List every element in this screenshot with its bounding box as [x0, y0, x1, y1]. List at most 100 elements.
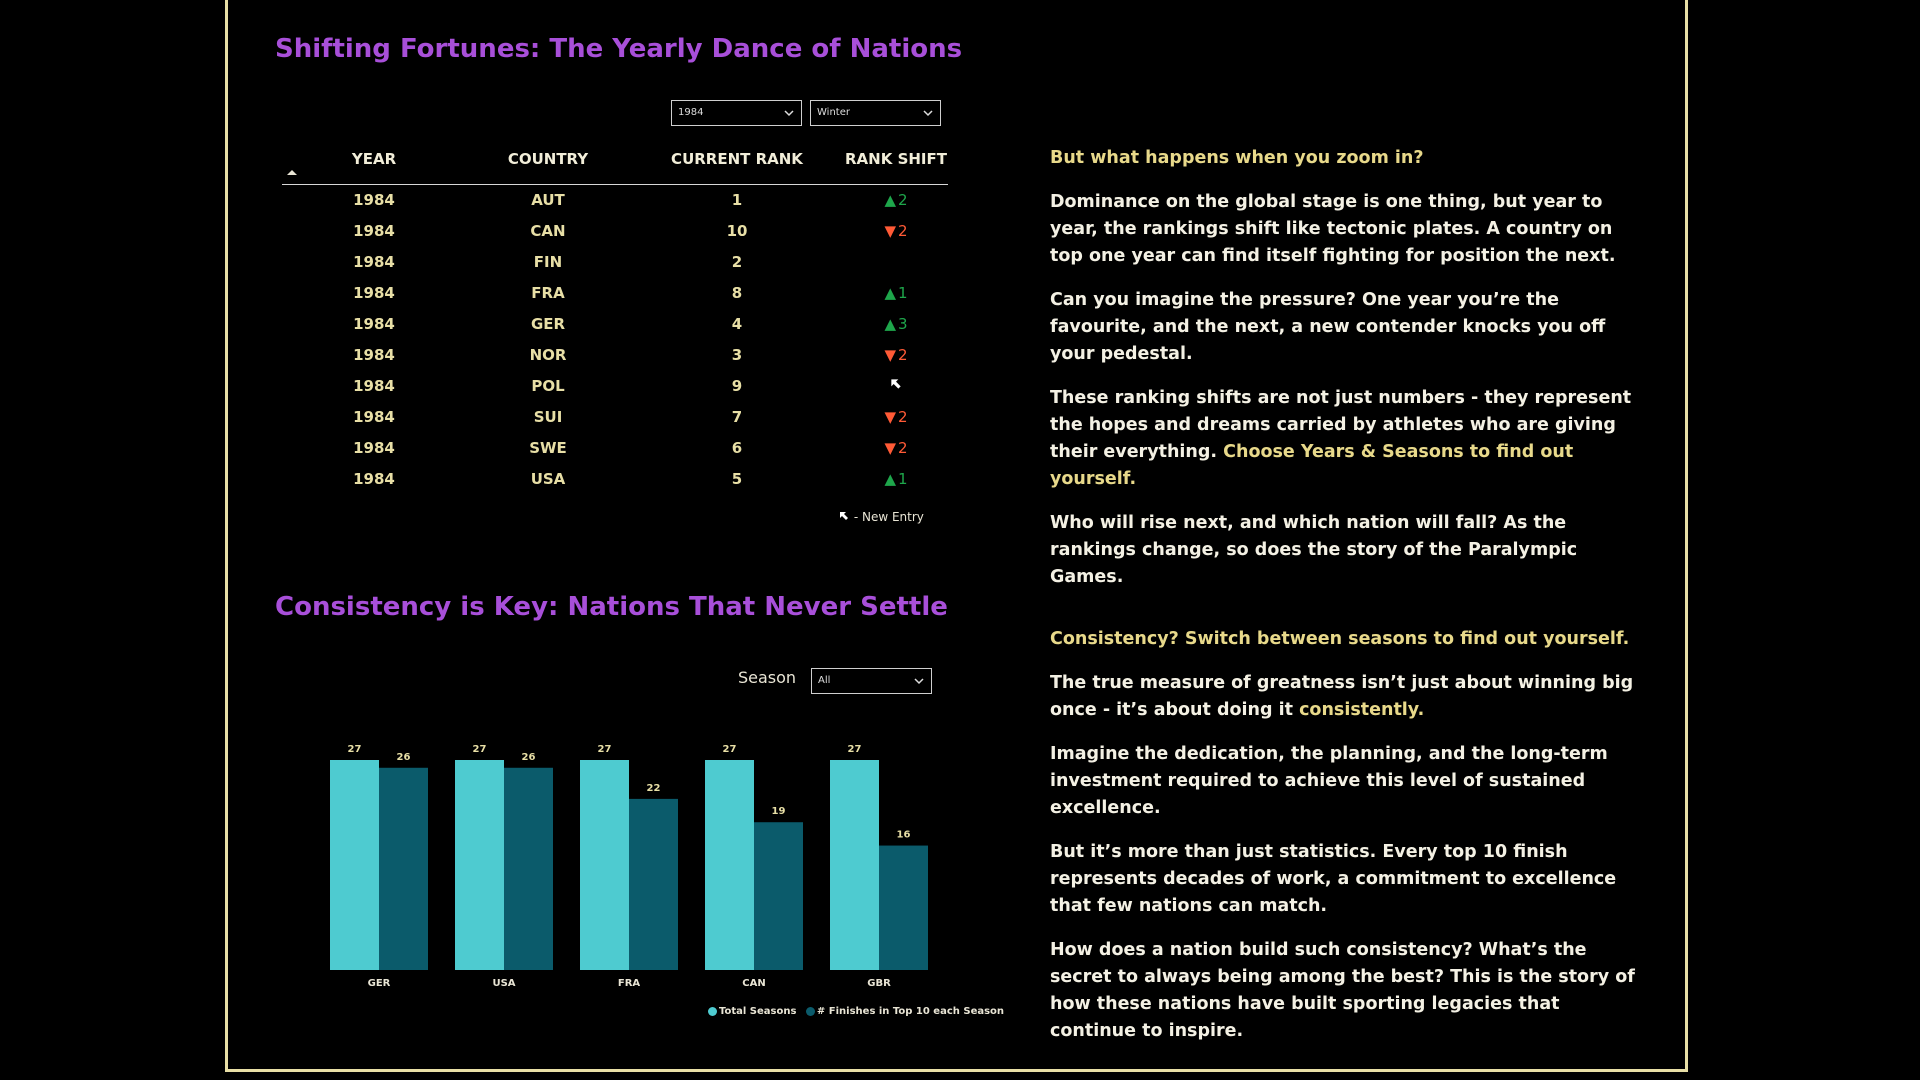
new-entry-legend: - New Entry	[838, 510, 924, 524]
column-header-rank-shift[interactable]: RANK SHIFT	[845, 150, 947, 168]
bar-value-label: 27	[723, 744, 737, 755]
sort-ascending-icon[interactable]	[286, 168, 298, 176]
season-dropdown[interactable]: Winter	[810, 100, 941, 126]
cell-country: FIN	[533, 253, 563, 271]
table-row[interactable]: 1984 NOR 3 ▼ 2	[282, 340, 948, 371]
new-entry-icon	[840, 512, 848, 520]
legend-label-total-seasons: Total Seasons	[719, 1006, 797, 1017]
cell-year: 1984	[353, 346, 395, 364]
cell-year: 1984	[353, 253, 395, 271]
section1-narrative-p1: Dominance on the global stage is one thi…	[1050, 192, 1616, 266]
cell-rank-shift: ▲ 1	[884, 284, 907, 302]
section2-narrative: Consistency? Switch between seasons to f…	[1050, 626, 1650, 1062]
table-row[interactable]: 1984 FRA 8 ▲ 1	[282, 278, 948, 309]
cell-year: 1984	[353, 408, 395, 426]
bar-value-label: 26	[397, 752, 411, 763]
table-row[interactable]: 1984 AUT 1 ▲ 2	[282, 185, 948, 216]
column-header-current-rank[interactable]: CURRENT RANK	[671, 150, 803, 168]
cell-year: 1984	[353, 377, 395, 395]
cell-year: 1984	[353, 470, 395, 488]
section2-narrative-p2: Imagine the dedication, the planning, an…	[1050, 744, 1608, 818]
section2-title: Consistency is Key: Nations That Never S…	[275, 592, 948, 622]
rank-shift-value: 2	[898, 191, 908, 209]
bar-fra-top10-finishes[interactable]	[629, 798, 678, 970]
cell-country: POL	[531, 377, 565, 395]
legend-swatch-top10-finishes	[805, 1006, 815, 1016]
section1-narrative-p4: Who will rise next, and which nation wil…	[1050, 513, 1578, 587]
rank-shift-value: 2	[898, 222, 908, 240]
section1-narrative-p3-highlight: Choose Years & Seasons to find out yours…	[1050, 442, 1574, 489]
consistency-bar-chart: 27 26 GER 27 26 USA 27 22 FRA 27 19 CAN 27 16 GBR	[330, 744, 928, 989]
legend-label-top10-finishes: # Finishes in Top 10 each Season	[816, 1006, 1005, 1017]
arrow-up-icon: ▲	[884, 315, 896, 333]
bar-can-top10-finishes[interactable]	[754, 822, 803, 970]
category-label: USA	[492, 978, 515, 989]
cell-country: CAN	[530, 222, 566, 240]
cell-year: 1984	[353, 439, 395, 457]
cell-rank-shift	[889, 377, 903, 395]
season-filter-dropdown-value: All	[818, 675, 831, 686]
arrow-up-icon: ▲	[884, 470, 896, 488]
chevron-down-icon	[784, 110, 794, 117]
cell-country: NOR	[529, 346, 567, 364]
section2-narrative-p3: But it’s more than just statistics. Ever…	[1050, 842, 1617, 916]
section2-narrative-heading: Consistency? Switch between seasons to f…	[1050, 629, 1630, 649]
section1-narrative-p3-text: These ranking shifts are not just number…	[1050, 388, 1632, 462]
new-entry-legend-text: - New Entry	[853, 510, 924, 524]
rank-shift-value: 2	[898, 439, 908, 457]
column-header-year[interactable]: YEAR	[351, 150, 397, 168]
cell-year: 1984	[353, 284, 395, 302]
arrow-up-icon: ▲	[884, 191, 896, 209]
cell-rank-shift: ▼ 2	[884, 439, 907, 457]
table-row[interactable]: 1984 SWE 6 ▼ 2	[282, 433, 948, 464]
bar-ger-total-seasons[interactable]	[330, 760, 379, 970]
cell-rank: 2	[731, 253, 743, 271]
bar-usa-total-seasons[interactable]	[455, 760, 504, 970]
table-row[interactable]: 1984 SUI 7 ▼ 2	[282, 402, 948, 433]
cell-country: GER	[530, 315, 566, 333]
section1-narrative-p3: These ranking shifts are not just number…	[1050, 385, 1650, 493]
cell-rank-shift: ▲ 3	[884, 315, 907, 333]
cell-rank: 9	[731, 377, 743, 395]
bar-usa-top10-finishes[interactable]	[504, 767, 553, 970]
category-label: FRA	[618, 978, 641, 989]
bar-value-label: 19	[772, 806, 786, 817]
year-dropdown[interactable]: 1984	[671, 100, 802, 126]
cell-rank-shift: ▼ 2	[884, 408, 907, 426]
bar-value-label: 26	[522, 752, 536, 763]
table-row[interactable]: 1984 USA 5 ▲ 1	[282, 464, 948, 495]
category-label: CAN	[742, 978, 765, 989]
cell-rank: 3	[731, 346, 743, 364]
cell-rank-shift: ▼ 2	[884, 222, 907, 240]
rank-shift-table: YEAR COUNTRY CURRENT RANK RANK SHIFT 198…	[282, 142, 948, 495]
chevron-down-icon	[923, 110, 933, 117]
table-row[interactable]: 1984 CAN 10 ▼ 2	[282, 216, 948, 247]
rank-shift-value: 1	[898, 284, 908, 302]
cell-rank: 4	[731, 315, 743, 333]
bar-gbr-top10-finishes[interactable]	[879, 845, 928, 970]
column-header-country[interactable]: COUNTRY	[507, 150, 589, 168]
section2-narrative-p1: The true measure of greatness isn’t just…	[1050, 670, 1650, 724]
season-filter-dropdown[interactable]: All	[811, 668, 932, 694]
cell-country: SUI	[533, 408, 563, 426]
cell-rank: 10	[726, 222, 748, 240]
section2-narrative-p4: How does a nation build such consistency…	[1050, 940, 1635, 1041]
table-row[interactable]: 1984 FIN 2	[282, 247, 948, 278]
table-row[interactable]: 1984 GER 4 ▲ 3	[282, 309, 948, 340]
section1-narrative-p2: Can you imagine the pressure? One year y…	[1050, 290, 1606, 364]
bar-fra-total-seasons[interactable]	[580, 760, 629, 970]
bar-ger-top10-finishes[interactable]	[379, 767, 428, 970]
cell-rank: 7	[731, 408, 743, 426]
cell-year: 1984	[353, 315, 395, 333]
bar-value-label: 27	[473, 744, 487, 755]
bar-gbr-total-seasons[interactable]	[830, 760, 879, 970]
section1-narrative: But what happens when you zoom in? Domin…	[1050, 145, 1650, 608]
bar-value-label: 27	[348, 744, 362, 755]
rank-shift-value: 1	[898, 470, 908, 488]
cell-rank: 5	[731, 470, 743, 488]
cell-year: 1984	[353, 222, 395, 240]
bar-can-total-seasons[interactable]	[705, 760, 754, 970]
table-row[interactable]: 1984 POL 9	[282, 371, 948, 402]
cell-country: AUT	[531, 191, 565, 209]
section1-title: Shifting Fortunes: The Yearly Dance of N…	[275, 34, 963, 64]
